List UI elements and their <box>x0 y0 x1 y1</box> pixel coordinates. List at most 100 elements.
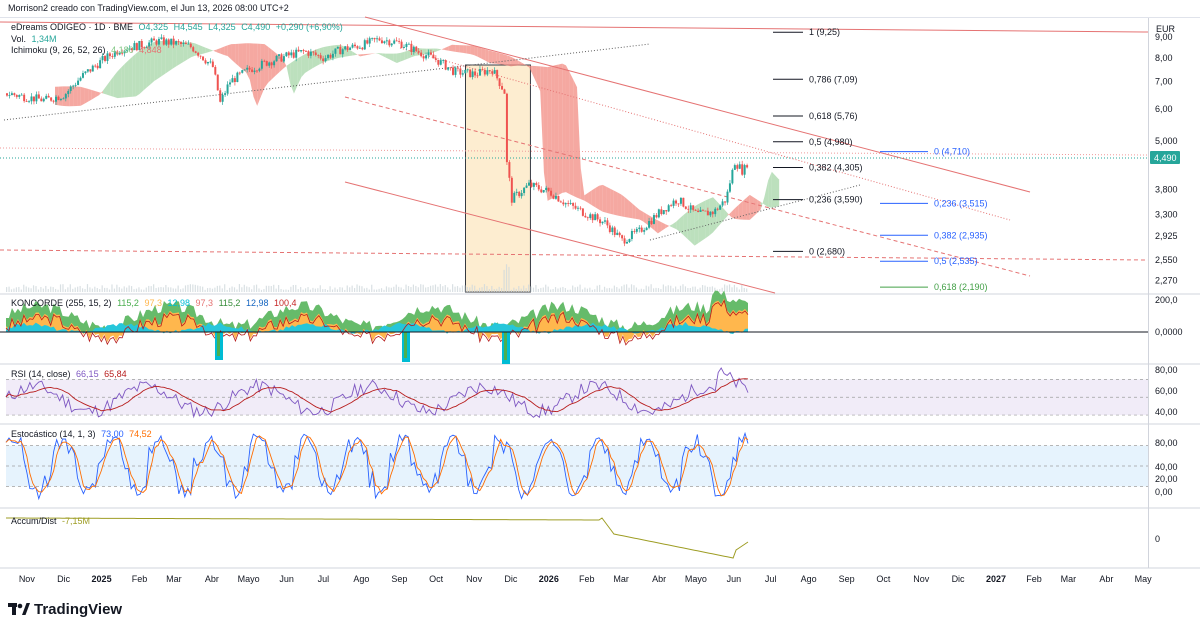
volume-bar <box>373 289 375 292</box>
candle-body <box>160 37 163 39</box>
volume-bar <box>547 286 549 292</box>
candle-body <box>380 40 383 44</box>
ichimoku-cloud-segment <box>135 50 140 97</box>
volume-bar <box>608 287 611 292</box>
ichimoku-cloud-segment <box>639 209 644 222</box>
volume-bar <box>456 286 459 292</box>
ichimoku-cloud-segment <box>433 48 438 53</box>
candle-body <box>45 95 48 99</box>
ichimoku-cloud-segment <box>308 50 313 71</box>
volume-bar <box>670 285 672 292</box>
candle-body <box>422 56 425 59</box>
candle-body <box>307 51 310 56</box>
candle-body <box>126 50 129 51</box>
ohlc-high: H4,545 <box>173 22 203 32</box>
volume-legend[interactable]: Vol. 1,34M <box>11 34 60 45</box>
ichimoku-cloud-segment <box>521 62 526 66</box>
volume-bar <box>229 287 231 292</box>
candle-body <box>238 72 241 74</box>
candle-body <box>469 69 472 78</box>
volume-bar <box>545 284 547 292</box>
ichimoku-cloud-segment <box>352 51 357 56</box>
candle-body <box>527 182 530 186</box>
volume-bar <box>15 287 18 292</box>
ichimoku-cloud-segment <box>183 41 188 62</box>
ichimoku-cloud-segment <box>477 47 482 59</box>
time-tick-21: Ago <box>801 574 817 584</box>
volume-bar <box>248 287 250 292</box>
volume-bar <box>192 284 194 292</box>
candle-body <box>206 62 209 64</box>
ichimoku-legend[interactable]: Ichimoku (9, 26, 52, 26) 4,180 4,848 <box>11 45 165 56</box>
price-tick-6: 3,300 <box>1155 210 1178 220</box>
candle-body <box>640 227 643 232</box>
ichimoku-cloud-segment <box>727 211 732 218</box>
rsi-legend[interactable]: RSI (14, close) 66,15 65,84 <box>11 369 130 380</box>
volume-bar <box>329 286 331 292</box>
candle-body <box>743 165 746 175</box>
candle-body <box>81 73 84 78</box>
volume-bar <box>452 284 454 292</box>
volume-bar <box>535 285 537 292</box>
ichimoku-cloud-segment <box>610 188 614 215</box>
candle-body <box>265 61 268 66</box>
candle-body <box>162 37 165 45</box>
ichimoku-cloud-segment <box>77 86 81 107</box>
volume-bar <box>530 286 532 292</box>
volume-bar <box>741 284 743 292</box>
candle-body <box>483 69 486 75</box>
fib-left-label-3: 0,5 (4,980) <box>809 137 853 147</box>
volume-bar <box>650 284 652 292</box>
rsi-label: RSI (14, close) <box>11 369 71 379</box>
volume-bar <box>594 289 596 292</box>
candle-body <box>486 70 489 75</box>
volume-bar <box>491 285 493 292</box>
candle-body <box>731 169 734 184</box>
volume-bar <box>726 285 728 292</box>
candle-body <box>437 59 440 65</box>
candle-body <box>481 69 484 70</box>
volume-bar <box>47 289 49 292</box>
ichimoku-cloud-segment <box>455 44 460 53</box>
ichimoku-cloud-segment <box>657 220 662 234</box>
volume-bar <box>153 284 155 292</box>
time-tick-23: Oct <box>876 574 891 584</box>
stoch-legend[interactable]: Estocástico (14, 1, 3) 73,00 74,52 <box>11 429 155 440</box>
candle-body <box>172 38 175 45</box>
volume-bar <box>160 287 162 292</box>
ichimoku-cloud-segment <box>385 53 390 60</box>
ichimoku-cloud-segment <box>558 63 563 195</box>
volume-bar <box>361 286 363 292</box>
volume-bar <box>567 289 569 292</box>
candle-body <box>236 72 239 83</box>
ichimoku-cloud-segment <box>459 45 464 53</box>
volume-bar <box>638 289 640 292</box>
currency-label[interactable]: EUR <box>1156 24 1176 34</box>
volume-bar <box>572 285 574 292</box>
candle-body <box>456 67 459 69</box>
volume-bar <box>709 286 711 292</box>
candle-body <box>395 40 398 42</box>
candle-body <box>278 54 281 56</box>
ichimoku-cloud-segment <box>588 190 592 206</box>
time-tick-1: Dic <box>57 574 70 584</box>
candle-body <box>344 46 347 50</box>
volume-bar <box>216 285 218 292</box>
time-tick-26: 2027 <box>986 574 1006 584</box>
volume-bar <box>314 288 316 292</box>
volume-bar <box>304 288 307 292</box>
candle-body <box>248 67 251 70</box>
ad-legend[interactable]: Accum/Dist -7,15M <box>11 516 93 527</box>
ichimoku-cloud-segment <box>58 86 63 106</box>
candle-body <box>192 47 195 52</box>
candle-body <box>314 52 317 55</box>
volume-bar <box>505 264 508 292</box>
symbol-label[interactable]: eDreams ODIGEO · 1D · BME <box>11 22 134 32</box>
volume-bar <box>104 287 106 292</box>
ichimoku-cloud-segment <box>113 71 118 99</box>
koncorde-legend[interactable]: KONCORDE (255, 15, 2) 115,2 97,3 12,98 9… <box>11 298 300 309</box>
candle-body <box>726 191 729 203</box>
candle-body <box>434 58 437 60</box>
ichimoku-cloud-segment <box>760 196 765 210</box>
